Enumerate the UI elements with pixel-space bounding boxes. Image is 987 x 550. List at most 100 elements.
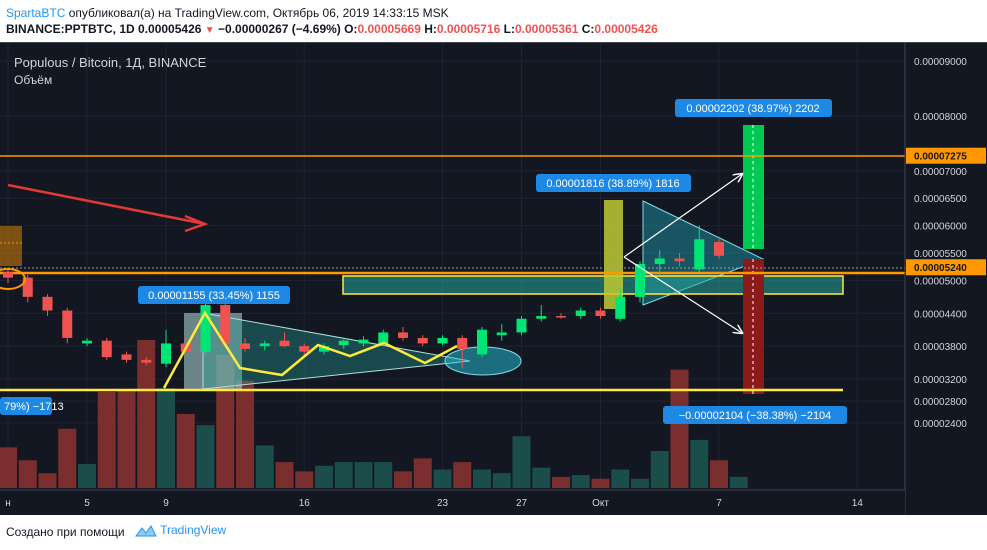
volume-bar <box>275 462 294 488</box>
candle <box>398 326 408 341</box>
open-label: O: <box>344 22 358 36</box>
candle <box>259 340 270 351</box>
volume-bar <box>18 460 37 488</box>
price-badge <box>906 259 986 276</box>
high-value: 0.00005716 <box>436 22 501 36</box>
candle <box>240 337 250 352</box>
volume-bar <box>492 473 511 488</box>
tradingview-logo-icon <box>135 524 157 537</box>
candle <box>496 324 507 341</box>
tradingview-label: TradingView <box>160 523 227 537</box>
candle <box>595 307 606 319</box>
candle <box>674 253 685 267</box>
candle <box>516 316 527 336</box>
measure-label-left: 0.00001155 (33.45%) 1155 <box>148 290 280 302</box>
measure-label-top: 0.00002202 (38.97%) 2202 <box>686 103 819 115</box>
candle <box>556 313 566 319</box>
down-arrow-icon: ▼ <box>204 25 215 36</box>
projection-arrow-up[interactable] <box>623 174 742 258</box>
volume-bar <box>236 380 254 488</box>
candle <box>338 337 349 349</box>
candle <box>615 288 626 322</box>
price-tick-label: 0.00002800 <box>914 397 967 408</box>
volume-bar <box>413 458 432 488</box>
published-text: опубликовал(а) на TradingView.com, Октяб… <box>68 6 449 20</box>
volume-bar <box>591 478 610 488</box>
support-zone[interactable] <box>342 275 844 295</box>
candle <box>22 274 33 303</box>
price-badge-label: 0.00005240 <box>914 263 967 274</box>
volume-bar <box>729 476 748 488</box>
axes: 0.00009000 0.00008000 0.00007000 0.00006500… <box>0 43 987 516</box>
volume-bar <box>394 471 412 488</box>
projection-arrow-down[interactable] <box>623 256 742 333</box>
volume-bar <box>670 369 689 488</box>
candle <box>3 267 13 284</box>
candle <box>62 307 73 344</box>
price-tick-label: 0.00002400 <box>914 419 967 430</box>
candle <box>477 326 487 358</box>
author-link[interactable]: SpartaBTC <box>6 6 66 20</box>
time-tick-label: 23 <box>437 498 449 509</box>
zigzag-pattern[interactable] <box>162 310 458 389</box>
drawings-foreground <box>0 174 742 389</box>
symbol-name: BINANCE:PPTBTC, 1D <box>6 22 135 36</box>
close-label: C: <box>581 22 595 36</box>
volume-bar <box>374 462 393 488</box>
red-trend-arrow[interactable] <box>7 183 206 226</box>
close-value: 0.00005426 <box>594 22 658 36</box>
volume-bar <box>690 439 709 488</box>
price-tick-label: 0.00004400 <box>914 309 967 320</box>
candle <box>654 250 665 275</box>
time-tick-label: 14 <box>852 498 864 509</box>
measure-label-bottom-bg <box>663 406 847 424</box>
candle <box>279 332 290 348</box>
volume-bar <box>631 478 649 488</box>
volume-bar <box>0 447 17 488</box>
volume-bar <box>473 469 491 488</box>
time-tick-label: Окт <box>592 498 609 509</box>
volume-bar <box>295 471 314 488</box>
volume-bar <box>710 460 728 488</box>
volume-bar <box>117 389 136 488</box>
chart-area[interactable]: 0.00001155 (33.45%) 1155 0.00001816 (38.… <box>0 42 987 516</box>
price-tick-label: 0.00009000 <box>914 57 967 68</box>
volume-bar <box>176 414 195 488</box>
measure-box-yellow[interactable] <box>604 200 623 309</box>
measure-label-cut-bg <box>0 397 52 415</box>
volume-bars <box>0 340 748 488</box>
candle <box>714 239 724 259</box>
price-tick-label: 0.00003800 <box>914 342 967 353</box>
low-label: L: <box>503 22 515 36</box>
volume-bar <box>650 451 669 488</box>
low-value: 0.00005361 <box>514 22 579 36</box>
price-tick-label: 0.00006000 <box>914 222 967 233</box>
range-box-edge[interactable] <box>0 226 22 266</box>
candle <box>220 299 231 349</box>
candle <box>417 335 428 347</box>
volume-bar <box>38 473 57 488</box>
price-change: −0.00000267 (−4.69%) <box>218 22 341 36</box>
publication-header: SpartaBTC опубликовал(а) на TradingView.… <box>0 0 987 40</box>
tradingview-logo[interactable]: TradingView <box>135 523 226 538</box>
volume-legend: Объём <box>14 73 53 87</box>
price-tick-label: 0.00005000 <box>914 276 967 287</box>
highlight-ellipse[interactable] <box>0 268 26 290</box>
time-tick-label: 27 <box>516 498 528 509</box>
time-tick-label: 5 <box>84 498 90 509</box>
measure-label-mid: 0.00001816 (38.89%) 1816 <box>546 178 679 190</box>
volume-bar <box>433 469 452 488</box>
candle <box>437 335 448 346</box>
price-chart[interactable]: 0.00001155 (33.45%) 1155 0.00001816 (38.… <box>0 43 987 516</box>
measure-label-cut: 79%) −1713 <box>4 401 64 413</box>
footer: Создано при помощи TradingView <box>0 515 987 550</box>
time-tick-label: 7 <box>716 498 722 509</box>
publication-info: SpartaBTC опубликовал(а) на TradingView.… <box>6 6 449 20</box>
high-label: H: <box>424 22 437 36</box>
last-price: 0.00005426 <box>138 22 202 36</box>
volume-bar <box>157 388 175 488</box>
candle <box>635 261 645 303</box>
price-tick-label: 0.00003200 <box>914 375 967 386</box>
measure-label-bottom: −0.00002104 (−38.38%) −2104 <box>679 410 832 422</box>
open-value: 0.00005669 <box>357 22 421 36</box>
